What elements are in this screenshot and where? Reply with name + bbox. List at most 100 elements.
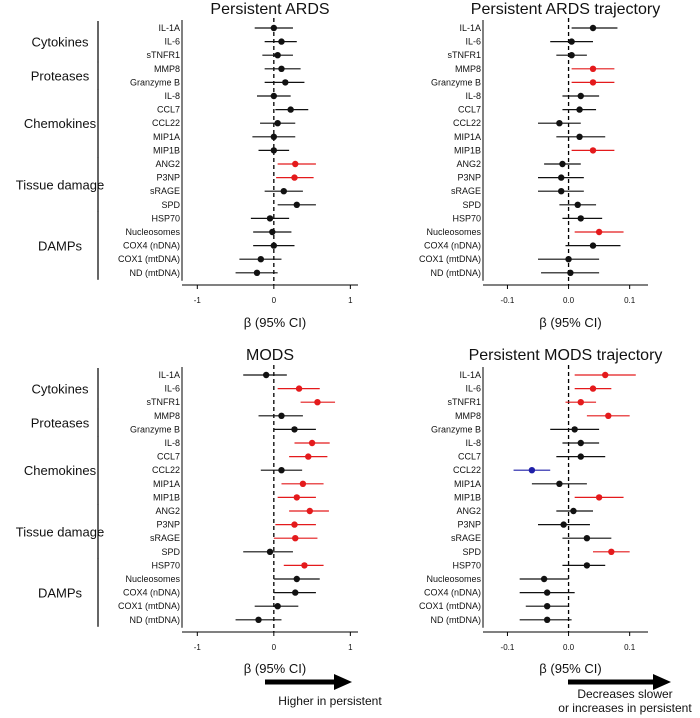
row-label: sTNFR1 [448, 397, 482, 407]
point-estimate [577, 453, 584, 460]
group-label: Proteases [31, 69, 90, 84]
row-label: CCL22 [152, 118, 180, 128]
point-estimate [558, 188, 565, 195]
row-label: COX1 (mtDNA) [118, 601, 180, 611]
row-label: ND (mtDNA) [431, 615, 482, 625]
point-estimate [274, 52, 281, 59]
row-label: SPD [161, 200, 180, 210]
row-label: IL-1A [158, 23, 180, 33]
left-direction-annotation: Higher in persistent [265, 674, 382, 708]
point-estimate [292, 535, 299, 542]
point-estimate [577, 92, 584, 100]
point-estimate [308, 439, 316, 447]
row-label: IL-1A [459, 23, 481, 33]
row-label: MMP8 [455, 411, 481, 421]
point-estimate [595, 228, 603, 236]
point-estimate [602, 371, 609, 379]
row-label: IL-6 [164, 384, 180, 394]
row-label: MMP8 [154, 411, 180, 421]
row-label: ND (mtDNA) [130, 615, 181, 625]
point-estimate [567, 269, 574, 276]
row-label: Nucleosomes [426, 227, 481, 237]
x-tick-label: 0.0 [563, 643, 575, 652]
group-label: Chemokines [24, 116, 97, 131]
row-label: MMP8 [455, 64, 481, 74]
row-label: SPD [462, 547, 481, 557]
point-estimate [589, 242, 597, 249]
point-estimate [270, 242, 278, 249]
point-estimate [571, 426, 578, 433]
row-label: sRAGE [150, 186, 180, 196]
row-label: COX4 (nDNA) [123, 588, 180, 598]
point-estimate [556, 120, 563, 127]
point-estimate [287, 106, 294, 113]
panel-persistent-ards: Persistent ARDS -1 0 1 β (95% CI) IL-1A IL-6 sT… [16, 1, 358, 330]
row-label: sTNFR1 [147, 397, 181, 407]
x-tick-label: -0.1 [501, 643, 515, 652]
point-estimate [608, 548, 615, 555]
row-label: Granzyme B [431, 77, 481, 87]
group-label: Cytokines [31, 35, 89, 50]
point-estimate [293, 575, 300, 583]
row-label: CCL7 [458, 105, 481, 115]
row-label: COX4 (nDNA) [424, 588, 481, 598]
point-estimate [291, 521, 298, 528]
point-estimate [299, 480, 307, 487]
point-estimate [583, 535, 591, 542]
point-estimate [560, 521, 567, 528]
row-label: IL-8 [465, 438, 481, 448]
point-estimate [574, 201, 581, 208]
point-estimate [568, 38, 575, 45]
point-estimate [589, 24, 597, 32]
point-estimate [291, 174, 298, 181]
panel-title: Persistent MODS trajectory [469, 347, 663, 364]
row-label: COX4 (nDNA) [123, 241, 180, 251]
point-estimate [577, 215, 584, 222]
point-estimate [577, 399, 584, 406]
row-label: CCL7 [458, 452, 481, 462]
point-estimate [278, 38, 285, 45]
point-estimate [266, 548, 274, 555]
row-label: MIP1A [454, 479, 481, 489]
row-label: sTNFR1 [448, 50, 482, 60]
row-label: P3NP [156, 173, 180, 183]
point-estimate [540, 575, 548, 583]
row-label: IL-8 [164, 91, 180, 101]
row-label: MIP1A [153, 132, 180, 142]
row-label: sTNFR1 [147, 50, 181, 60]
point-estimate [291, 426, 298, 433]
row-label: HSP70 [151, 213, 180, 223]
point-estimate [278, 412, 285, 419]
point-estimate [293, 494, 300, 501]
row-label: IL-1A [158, 370, 180, 380]
row-label: CCL22 [152, 465, 180, 475]
x-tick-label: -1 [194, 643, 202, 652]
row-label: SPD [462, 200, 481, 210]
left-direction-label: Higher in persistent [278, 694, 382, 708]
row-label: COX4 (nDNA) [424, 241, 481, 251]
row-label: ANG2 [456, 159, 481, 169]
panel-title: Persistent ARDS trajectory [471, 1, 660, 18]
row-label: CCL22 [453, 465, 481, 475]
row-label: SPD [161, 547, 180, 557]
x-axis-label: β (95% CI) [539, 661, 601, 676]
point-estimate [576, 133, 583, 140]
row-label: Nucleosomes [426, 574, 481, 584]
row-label: Granzyme B [431, 424, 481, 434]
row-label: P3NP [457, 520, 481, 530]
x-tick-label: 0 [272, 296, 277, 305]
point-estimate [269, 228, 276, 236]
row-label: HSP70 [452, 560, 481, 570]
row-label: Granzyme B [130, 77, 180, 87]
group-label: Cytokines [31, 382, 89, 397]
row-label: IL-8 [465, 91, 481, 101]
row-label: P3NP [156, 520, 180, 530]
row-label: ANG2 [456, 506, 481, 516]
point-estimate [543, 603, 551, 610]
row-label: HSP70 [151, 560, 180, 570]
point-estimate [292, 160, 299, 168]
x-tick-label: 0 [272, 643, 277, 652]
point-estimate [583, 562, 591, 569]
row-label: sRAGE [150, 533, 180, 543]
point-estimate [282, 79, 289, 86]
